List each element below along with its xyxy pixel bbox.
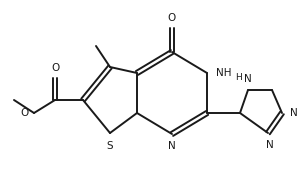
Text: H: H [235,73,242,82]
Text: N: N [168,141,176,151]
Text: N: N [290,108,298,118]
Text: N: N [266,140,274,150]
Text: O: O [21,108,29,118]
Text: O: O [51,63,59,73]
Text: S: S [107,141,113,151]
Text: N: N [244,74,252,84]
Text: O: O [168,13,176,23]
Text: NH: NH [216,68,232,78]
